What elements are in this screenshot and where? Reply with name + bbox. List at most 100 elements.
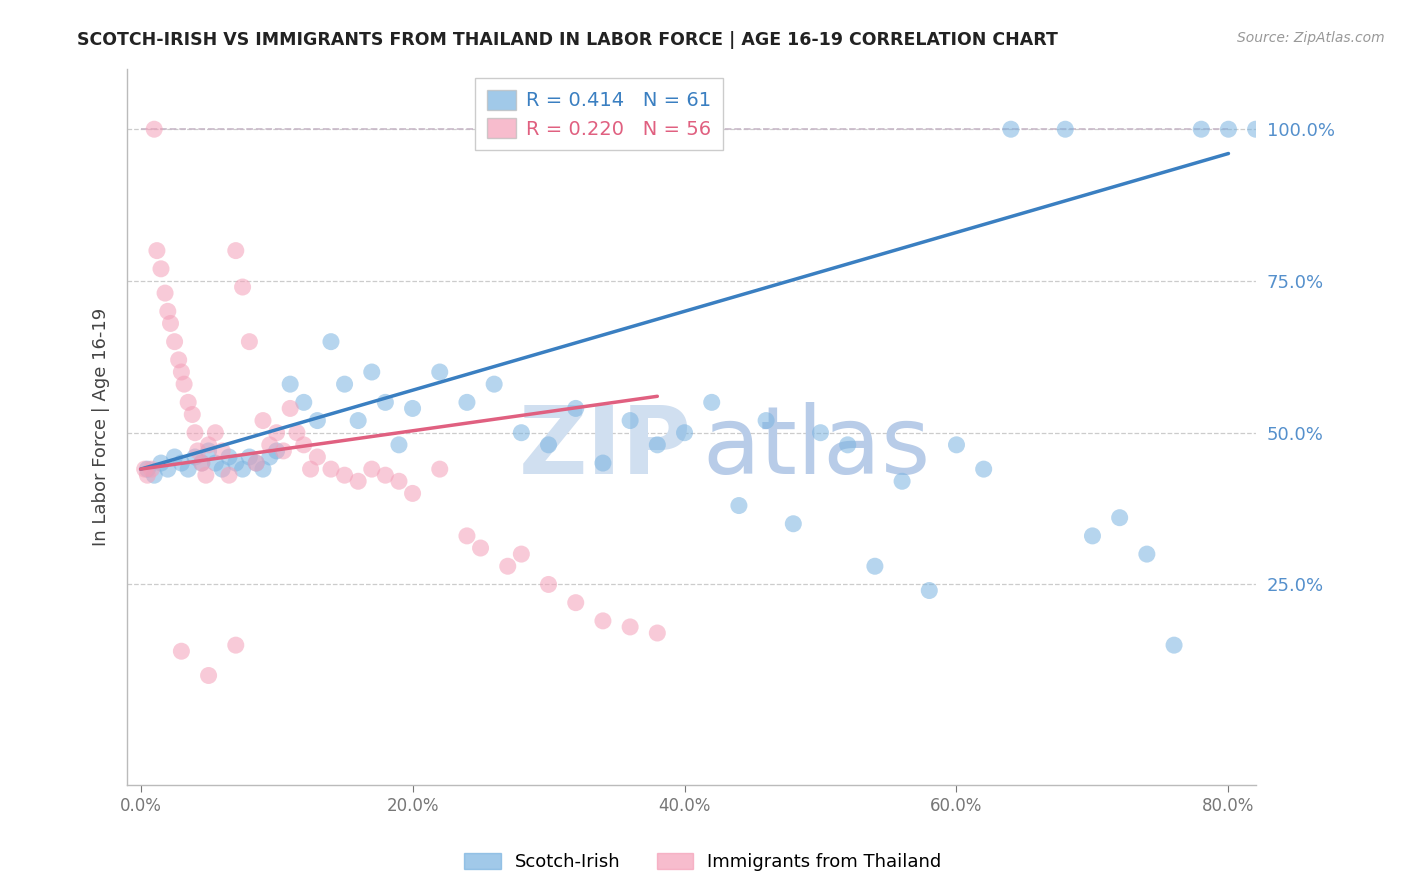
Text: atlas: atlas — [703, 402, 931, 494]
Point — [143, 468, 166, 483]
Point — [238, 450, 260, 464]
Point — [619, 413, 641, 427]
Point — [891, 475, 914, 489]
Point — [184, 450, 207, 464]
Point — [307, 413, 329, 427]
Point — [136, 468, 159, 483]
Point — [837, 438, 859, 452]
Point — [401, 486, 423, 500]
Point — [197, 668, 219, 682]
Point — [191, 456, 214, 470]
Point — [163, 450, 186, 464]
Point — [146, 244, 169, 258]
Point — [197, 438, 219, 452]
Point — [211, 444, 233, 458]
Point — [232, 280, 254, 294]
Point — [191, 456, 214, 470]
Point — [333, 468, 356, 483]
Point — [564, 596, 586, 610]
Point — [259, 438, 281, 452]
Point — [163, 334, 186, 349]
Point — [273, 444, 295, 458]
Point — [245, 456, 267, 470]
Point — [153, 286, 176, 301]
Point — [388, 438, 411, 452]
Point — [218, 450, 240, 464]
Point — [156, 304, 179, 318]
Point — [225, 244, 247, 258]
Point — [1000, 122, 1022, 136]
Point — [360, 462, 382, 476]
Point — [564, 401, 586, 416]
Point — [136, 462, 159, 476]
Point — [319, 334, 342, 349]
Point — [647, 626, 669, 640]
Point — [1163, 638, 1185, 652]
Point — [204, 456, 226, 470]
Point — [456, 395, 478, 409]
Point — [470, 541, 492, 555]
Point — [187, 444, 209, 458]
Point — [374, 468, 396, 483]
Point — [184, 425, 207, 440]
Point — [1054, 122, 1077, 136]
Point — [177, 395, 200, 409]
Point — [482, 377, 505, 392]
Point — [150, 261, 173, 276]
Point — [510, 547, 533, 561]
Point — [218, 468, 240, 483]
Point — [266, 425, 288, 440]
Point — [266, 444, 288, 458]
Point — [245, 456, 267, 470]
Point — [134, 462, 156, 476]
Point — [259, 450, 281, 464]
Point — [537, 577, 560, 591]
Point — [1244, 122, 1267, 136]
Text: ZIP: ZIP — [519, 402, 692, 494]
Point — [232, 462, 254, 476]
Text: SCOTCH-IRISH VS IMMIGRANTS FROM THAILAND IN LABOR FORCE | AGE 16-19 CORRELATION : SCOTCH-IRISH VS IMMIGRANTS FROM THAILAND… — [77, 31, 1059, 49]
Point — [170, 456, 193, 470]
Point — [429, 462, 451, 476]
Point — [374, 395, 396, 409]
Point — [167, 352, 190, 367]
Point — [388, 475, 411, 489]
Point — [194, 468, 217, 483]
Point — [1081, 529, 1104, 543]
Point — [307, 450, 329, 464]
Point — [1218, 122, 1240, 136]
Point — [278, 401, 301, 416]
Point — [204, 425, 226, 440]
Point — [159, 317, 181, 331]
Point — [1189, 122, 1212, 136]
Point — [496, 559, 519, 574]
Point — [225, 456, 247, 470]
Point — [252, 462, 274, 476]
Point — [401, 401, 423, 416]
Point — [225, 638, 247, 652]
Point — [782, 516, 804, 531]
Point — [347, 413, 370, 427]
Point — [170, 365, 193, 379]
Point — [1136, 547, 1159, 561]
Point — [143, 122, 166, 136]
Point — [592, 614, 614, 628]
Point — [673, 425, 696, 440]
Point — [170, 644, 193, 658]
Point — [292, 395, 315, 409]
Point — [619, 620, 641, 634]
Point — [510, 425, 533, 440]
Point — [728, 499, 751, 513]
Point — [1108, 510, 1130, 524]
Point — [700, 395, 723, 409]
Text: Source: ZipAtlas.com: Source: ZipAtlas.com — [1237, 31, 1385, 45]
Point — [285, 425, 308, 440]
Legend: R = 0.414   N = 61, R = 0.220   N = 56: R = 0.414 N = 61, R = 0.220 N = 56 — [475, 78, 723, 151]
Point — [810, 425, 832, 440]
Point — [429, 365, 451, 379]
Point — [918, 583, 941, 598]
Point — [863, 559, 886, 574]
Point — [177, 462, 200, 476]
Point — [647, 438, 669, 452]
Point — [592, 456, 614, 470]
